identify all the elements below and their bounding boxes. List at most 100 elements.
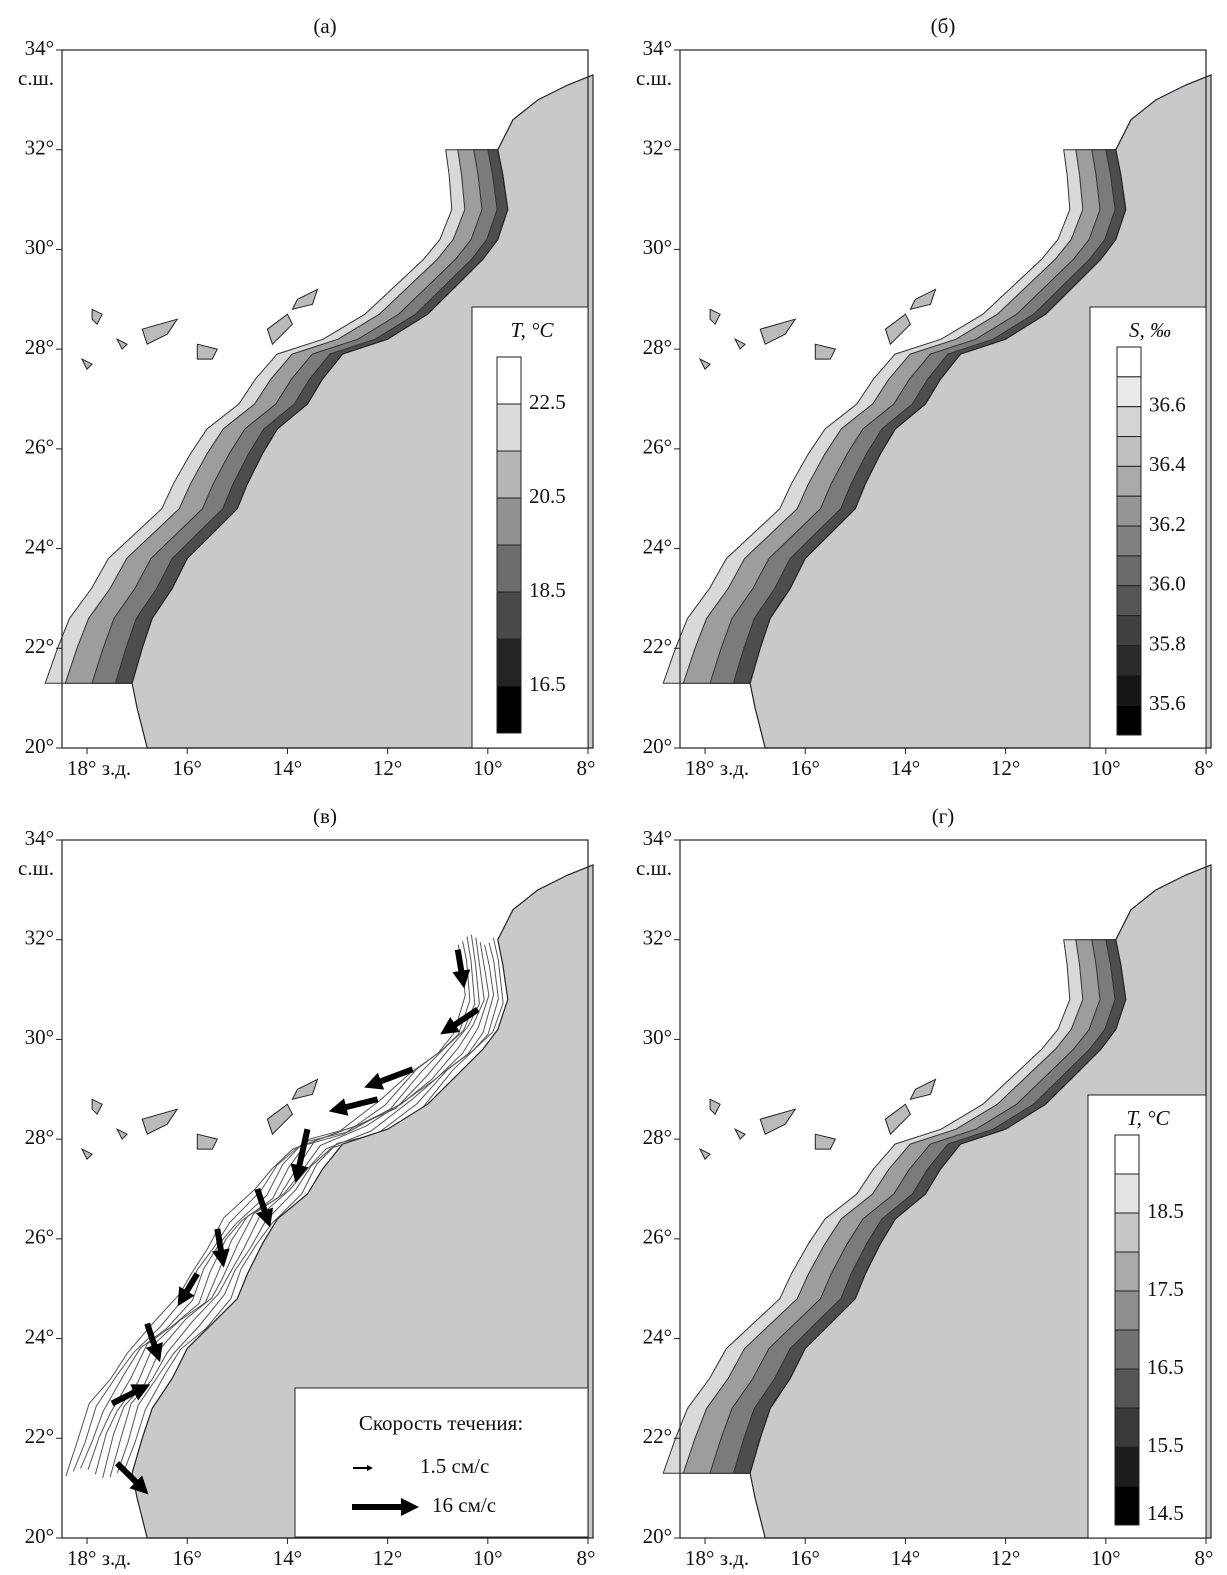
colorbar-segment — [1116, 585, 1142, 617]
y-tick-label: 20° — [25, 1524, 54, 1548]
y-tick-label: 30° — [643, 235, 672, 259]
colorbar-segment — [1116, 525, 1142, 557]
legend-label: 16.5 — [1147, 1355, 1184, 1379]
y-hemisphere: с.ш. — [18, 66, 54, 90]
isoline — [124, 937, 504, 1469]
y-tick-label: 24° — [643, 1324, 672, 1348]
y-tick-label: 22° — [25, 1424, 54, 1448]
x-tick-label: 10° — [473, 1546, 502, 1570]
colorbar-segment — [496, 497, 522, 546]
isoline — [80, 936, 476, 1469]
y-tick-label: 26° — [643, 435, 672, 459]
x-tick-label: 18° з.д. — [685, 756, 749, 780]
y-tick-label: 24° — [25, 534, 54, 558]
colorbar-segment — [1114, 1173, 1140, 1214]
isoline — [65, 944, 466, 1477]
colorbar-segment — [1114, 1407, 1140, 1448]
legend-box — [1087, 1094, 1207, 1539]
y-tick-label: 20° — [25, 734, 54, 758]
colorbar-segment — [1114, 1290, 1140, 1331]
isoline — [87, 934, 480, 1470]
colorbar-segment — [1114, 1251, 1140, 1292]
colorbar-segment — [1116, 704, 1142, 736]
current-arrow — [328, 1096, 379, 1116]
y-tick-label: 34° — [25, 36, 54, 60]
colorbar-segment — [1116, 406, 1142, 438]
island — [733, 338, 746, 350]
island — [759, 1108, 797, 1135]
colorbar-segment — [1114, 1368, 1140, 1409]
current-arrow — [290, 1128, 311, 1183]
y-tick-label: 28° — [25, 1125, 54, 1149]
legend-label: 17.5 — [1147, 1277, 1184, 1301]
island — [196, 343, 219, 360]
x-tick-label: 10° — [1091, 1546, 1120, 1570]
island — [91, 308, 103, 326]
y-tick-label: 28° — [643, 1125, 672, 1149]
x-tick-label: 14° — [273, 1546, 302, 1570]
island — [709, 308, 721, 326]
current-arrow — [254, 1188, 274, 1228]
colorbar-segment — [1116, 615, 1142, 646]
y-tick-label: 34° — [643, 36, 672, 60]
island — [759, 318, 797, 345]
x-tick-label: 14° — [891, 1546, 920, 1570]
legend-label: 18.5 — [1147, 1199, 1184, 1223]
colorbar-segment — [1114, 1134, 1140, 1175]
legend-box — [1089, 306, 1207, 749]
x-tick-label: 12° — [373, 1546, 402, 1570]
land — [131, 864, 594, 1539]
legend-title: Скорость течения: — [359, 1411, 523, 1435]
plot-frame — [61, 839, 589, 1539]
island — [115, 1128, 128, 1140]
y-tick-label: 32° — [25, 926, 54, 950]
legend-label: 14.5 — [1147, 1501, 1184, 1525]
x-tick-label: 10° — [1091, 756, 1120, 780]
isoline — [94, 937, 485, 1475]
legend-label: 36.4 — [1149, 452, 1186, 476]
panel-label: (б) — [931, 14, 956, 38]
colorbar-segment — [1116, 465, 1142, 497]
y-tick-label: 28° — [25, 335, 54, 359]
x-tick-label: 18° з.д. — [67, 756, 131, 780]
colorbar-segment — [496, 403, 522, 452]
legend-label: 36.0 — [1149, 572, 1186, 596]
panel-label: (г) — [932, 804, 955, 828]
legend-label: 35.6 — [1149, 691, 1186, 715]
x-tick-label: 8° — [1195, 756, 1214, 780]
x-tick-label: 18° з.д. — [67, 1546, 131, 1570]
island — [196, 1133, 219, 1150]
x-tick-label: 12° — [373, 756, 402, 780]
island — [884, 1103, 912, 1136]
island — [698, 1147, 711, 1160]
legend-title: S, ‰ — [1129, 318, 1171, 342]
colorbar-segment — [1114, 1329, 1140, 1370]
y-tick-label: 28° — [643, 335, 672, 359]
y-tick-label: 26° — [643, 1225, 672, 1249]
y-hemisphere: с.ш. — [636, 856, 672, 880]
y-tick-label: 32° — [25, 136, 54, 160]
y-tick-label: 34° — [643, 826, 672, 850]
x-tick-label: 16° — [791, 1546, 820, 1570]
y-tick-label: 32° — [643, 136, 672, 160]
island — [291, 288, 319, 311]
legend-title: T, °C — [510, 318, 554, 342]
x-tick-label: 10° — [473, 756, 502, 780]
island — [909, 1078, 937, 1101]
colorbar-segment — [1116, 376, 1142, 408]
island — [709, 1098, 721, 1116]
legend-label: 18.5 — [529, 578, 566, 602]
isoline — [109, 944, 495, 1478]
legend-label: 20.5 — [529, 484, 566, 508]
colorbar-segment — [496, 591, 522, 640]
x-tick-label: 16° — [173, 756, 202, 780]
island — [266, 1103, 294, 1136]
x-tick-label: 14° — [891, 756, 920, 780]
island — [80, 1147, 93, 1160]
island — [266, 313, 294, 346]
y-tick-label: 24° — [25, 1324, 54, 1348]
x-tick-label: 12° — [991, 1546, 1020, 1570]
current-arrow — [452, 949, 471, 989]
legend-label: 35.8 — [1149, 631, 1186, 655]
x-tick-label: 8° — [577, 756, 596, 780]
